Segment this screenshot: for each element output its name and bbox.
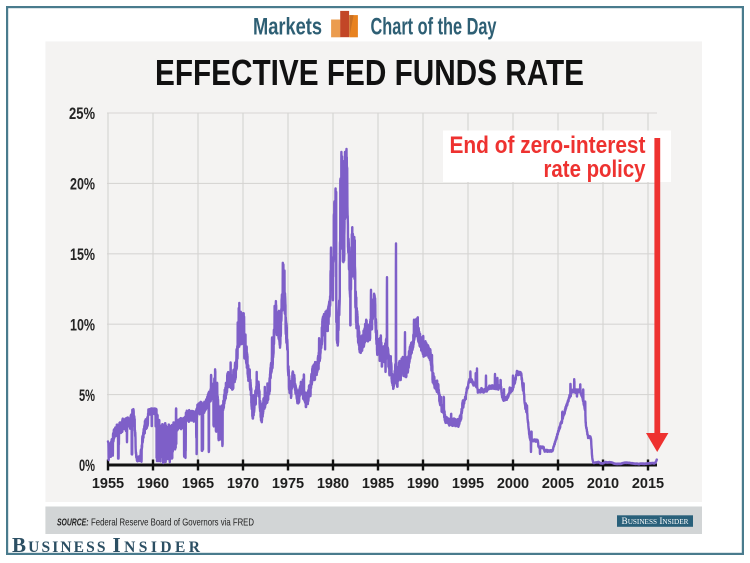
svg-text:20%: 20% xyxy=(70,175,95,194)
svg-text:1975: 1975 xyxy=(272,476,304,492)
svg-text:1980: 1980 xyxy=(317,476,349,492)
svg-text:2010: 2010 xyxy=(587,476,619,492)
svg-text:SOURCE:: SOURCE: xyxy=(57,516,89,528)
svg-text:Chart of the Day: Chart of the Day xyxy=(371,14,497,41)
svg-text:Federal Reserve Board of Gover: Federal Reserve Board of Governors via F… xyxy=(91,516,254,528)
svg-text:INSIDER: I NSIDER xyxy=(113,533,201,557)
svg-text:rate policy: rate policy xyxy=(544,156,647,183)
svg-text:10%: 10% xyxy=(70,315,95,334)
svg-text:1995: 1995 xyxy=(452,476,484,492)
svg-text:1985: 1985 xyxy=(362,476,394,492)
svg-text:15%: 15% xyxy=(70,245,95,264)
svg-text:End of zero-interest: End of zero-interest xyxy=(450,132,646,159)
svg-text:2015: 2015 xyxy=(632,476,664,492)
svg-text:Markets: Markets xyxy=(253,14,322,41)
svg-text:2005: 2005 xyxy=(542,476,574,492)
svg-text:1955: 1955 xyxy=(92,476,124,492)
svg-text:0%: 0% xyxy=(79,456,95,475)
svg-text:EFFECTIVE FED FUNDS RATE: EFFECTIVE FED FUNDS RATE xyxy=(155,52,584,93)
svg-text:1965: 1965 xyxy=(182,476,214,492)
svg-text:25%: 25% xyxy=(69,104,95,123)
svg-text:1960: 1960 xyxy=(137,476,169,492)
svg-text:2000: 2000 xyxy=(497,476,529,492)
svg-text:1970: 1970 xyxy=(227,476,259,492)
svg-text:1990: 1990 xyxy=(407,476,439,492)
svg-text:BUSINESS INSIDER: BUSINESS INSIDER xyxy=(622,516,689,526)
svg-text:5%: 5% xyxy=(79,386,95,405)
svg-text:BUSINESS: B USINESS xyxy=(12,533,106,557)
